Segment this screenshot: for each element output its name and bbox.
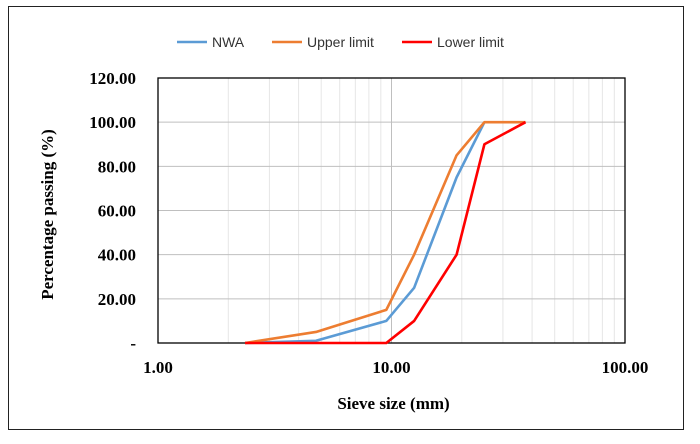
y-tick-label: - xyxy=(130,334,136,353)
y-tick-label: 20.00 xyxy=(98,290,136,309)
legend-label: Upper limit xyxy=(307,34,374,50)
legend-label: Lower limit xyxy=(437,34,504,50)
y-tick-label: 40.00 xyxy=(98,246,136,265)
chart-svg: - 20.00 40.00 60.00 80.00 100.00 120.00 1.00 10.… xyxy=(38,34,649,413)
x-axis-title: Sieve size (mm) xyxy=(337,394,449,413)
y-tick-label: 80.00 xyxy=(98,157,136,176)
legend-item: Upper limit xyxy=(272,34,374,50)
x-tick-label: 1.00 xyxy=(143,358,173,377)
y-tick-label: 60.00 xyxy=(98,202,136,221)
x-tick-label: 10.00 xyxy=(372,358,410,377)
series-line-upper-limit xyxy=(244,120,526,345)
x-tick-label: 100.00 xyxy=(602,358,649,377)
series-line-lower-limit xyxy=(245,121,527,345)
y-tick-label: 100.00 xyxy=(89,113,136,132)
legend-label: NWA xyxy=(212,34,245,50)
legend-item: NWA xyxy=(177,34,245,50)
series-line-nwa xyxy=(245,121,486,345)
y-axis-title: Percentage passing (%) xyxy=(38,129,57,300)
legend-item: Lower limit xyxy=(402,34,504,50)
y-tick-label: 120.00 xyxy=(89,69,136,88)
chart-frame: - 20.00 40.00 60.00 80.00 100.00 120.00 1.00 10.… xyxy=(8,6,684,430)
plot-area-border xyxy=(157,77,626,344)
